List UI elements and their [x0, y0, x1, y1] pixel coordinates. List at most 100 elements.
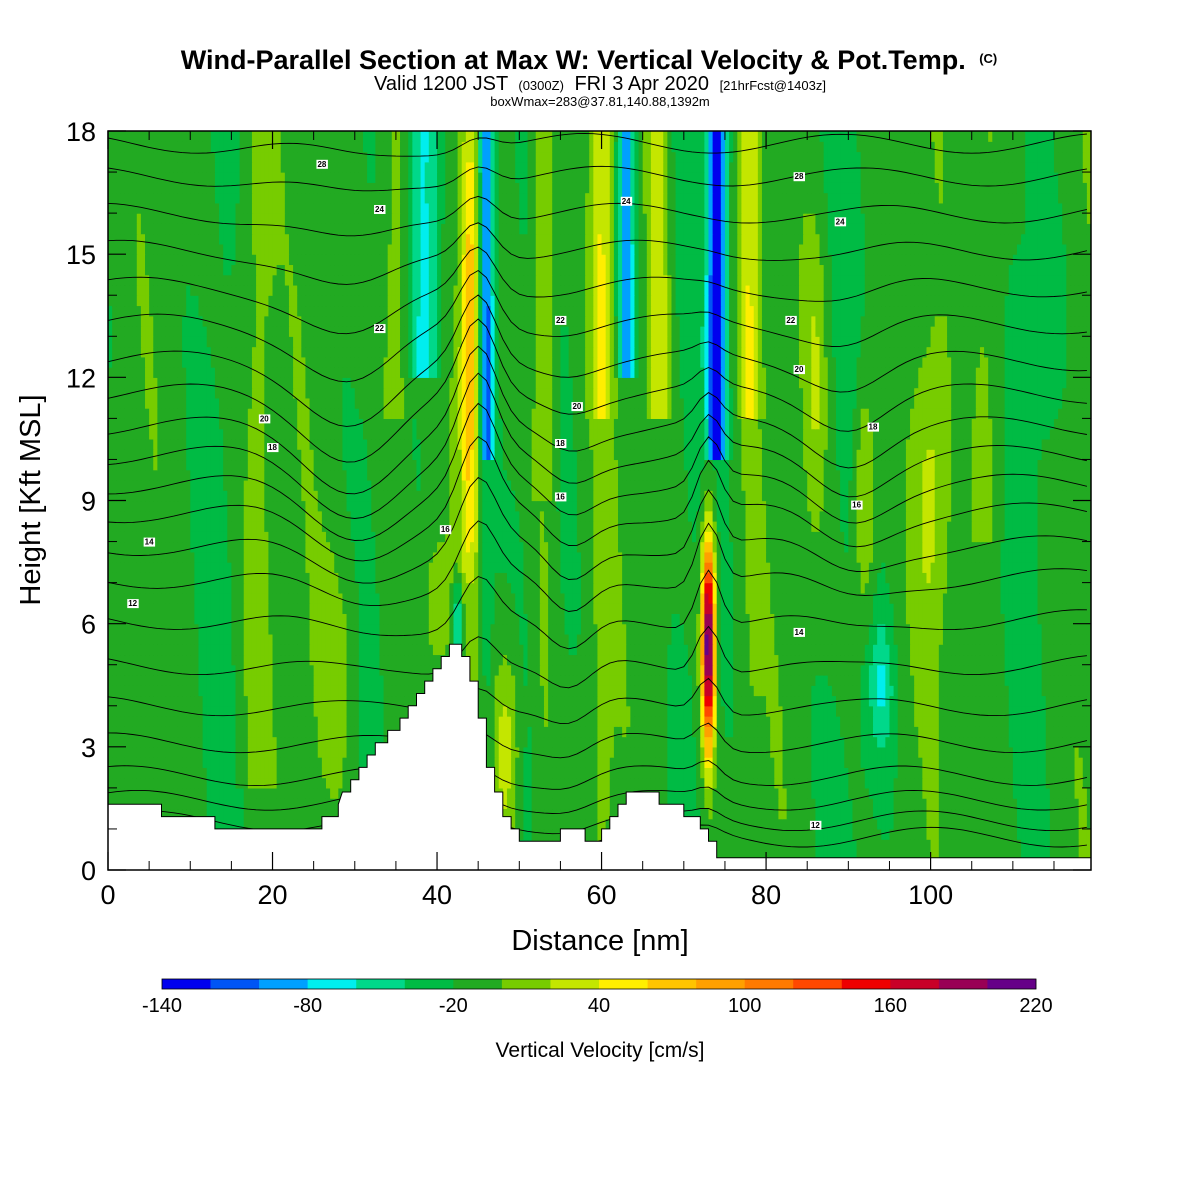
velocity-cell	[786, 849, 792, 861]
velocity-cell	[186, 777, 191, 789]
velocity-cell	[815, 808, 821, 820]
velocity-cell	[268, 757, 274, 768]
velocity-cell	[733, 818, 738, 830]
velocity-cell	[330, 654, 335, 666]
velocity-cell	[1070, 705, 1076, 717]
velocity-cell	[901, 654, 907, 666]
velocity-cell	[235, 787, 241, 799]
velocity-cell	[708, 787, 714, 799]
velocity-cell	[601, 746, 607, 758]
velocity-cell	[963, 839, 969, 851]
velocity-cell	[597, 808, 603, 820]
velocity-cell	[1066, 736, 1072, 748]
velocity-cell	[437, 654, 442, 666]
velocity-cell	[1053, 716, 1059, 727]
velocity-cell	[317, 767, 323, 779]
velocity-cell	[136, 716, 142, 727]
velocity-cell	[354, 746, 360, 758]
velocity-cell	[897, 798, 903, 810]
velocity-cell	[1078, 808, 1084, 820]
velocity-cell	[120, 798, 126, 810]
velocity-cell	[786, 705, 792, 717]
velocity-cell	[358, 716, 364, 727]
velocity-cell	[1004, 767, 1010, 779]
velocity-cell	[910, 767, 915, 779]
velocity-cell	[560, 736, 566, 748]
velocity-cell	[511, 787, 516, 799]
velocity-cell	[626, 757, 631, 768]
velocity-cell	[219, 746, 224, 758]
velocity-cell	[947, 828, 952, 840]
velocity-cell	[395, 654, 401, 666]
velocity-cell	[774, 787, 780, 799]
velocity-cell	[675, 685, 681, 697]
velocity-cell	[548, 664, 553, 676]
velocity-cell	[140, 685, 146, 697]
velocity-cell	[227, 818, 232, 830]
velocity-cell	[634, 674, 640, 686]
velocity-cell	[934, 695, 940, 707]
velocity-cell	[177, 654, 183, 666]
velocity-cell	[782, 808, 788, 820]
velocity-cell	[955, 664, 960, 676]
velocity-cell	[128, 664, 134, 676]
velocity-cell	[301, 787, 307, 799]
velocity-cell	[803, 767, 808, 779]
velocity-cell	[1008, 828, 1014, 840]
velocity-cell	[1078, 767, 1084, 779]
velocity-cell	[268, 808, 274, 820]
velocity-cell	[391, 705, 397, 717]
velocity-cell	[712, 695, 718, 707]
velocity-cell	[161, 787, 167, 799]
velocity-cell	[757, 787, 763, 799]
velocity-cell	[276, 777, 282, 789]
velocity-cell	[1033, 787, 1039, 799]
velocity-cell	[692, 695, 697, 707]
velocity-cell	[297, 695, 302, 707]
velocity-cell	[741, 798, 747, 810]
velocity-cell	[1012, 716, 1018, 727]
velocity-cell	[914, 705, 919, 717]
velocity-cell	[531, 818, 537, 830]
velocity-cell	[655, 726, 660, 738]
velocity-cell	[877, 654, 882, 666]
velocity-cell	[692, 716, 697, 727]
velocity-cell	[239, 767, 245, 779]
velocity-cell	[309, 716, 315, 727]
velocity-cell	[420, 654, 426, 666]
velocity-cell	[868, 674, 874, 686]
velocity-cell	[729, 849, 734, 861]
velocity-cell	[572, 664, 578, 676]
velocity-cell	[868, 849, 874, 861]
velocity-cell	[778, 736, 784, 748]
velocity-cell	[1004, 695, 1010, 707]
velocity-cell	[897, 757, 903, 768]
velocity-cell	[153, 798, 158, 810]
velocity-cell	[486, 705, 492, 717]
velocity-cell	[1045, 777, 1051, 789]
velocity-cell	[626, 767, 631, 779]
velocity-cell	[618, 705, 623, 717]
velocity-cell	[173, 674, 179, 686]
velocity-cell	[202, 716, 208, 727]
velocity-cell	[190, 654, 195, 666]
velocity-cell	[753, 685, 759, 697]
velocity-cell	[601, 705, 607, 717]
velocity-cell	[140, 757, 146, 768]
velocity-cell	[905, 746, 911, 758]
velocity-cell	[955, 818, 960, 830]
velocity-cell	[618, 767, 623, 779]
velocity-cell	[790, 654, 796, 666]
velocity-cell	[782, 664, 788, 676]
velocity-cell	[959, 777, 965, 789]
velocity-cell	[1012, 828, 1018, 840]
velocity-cell	[354, 726, 360, 738]
velocity-cell	[486, 746, 492, 758]
velocity-cell	[798, 818, 804, 830]
velocity-cell	[1004, 849, 1010, 861]
velocity-cell	[494, 757, 500, 768]
velocity-cell	[873, 746, 878, 758]
velocity-cell	[589, 777, 594, 789]
velocity-cell	[741, 654, 747, 666]
velocity-cell	[190, 808, 195, 820]
